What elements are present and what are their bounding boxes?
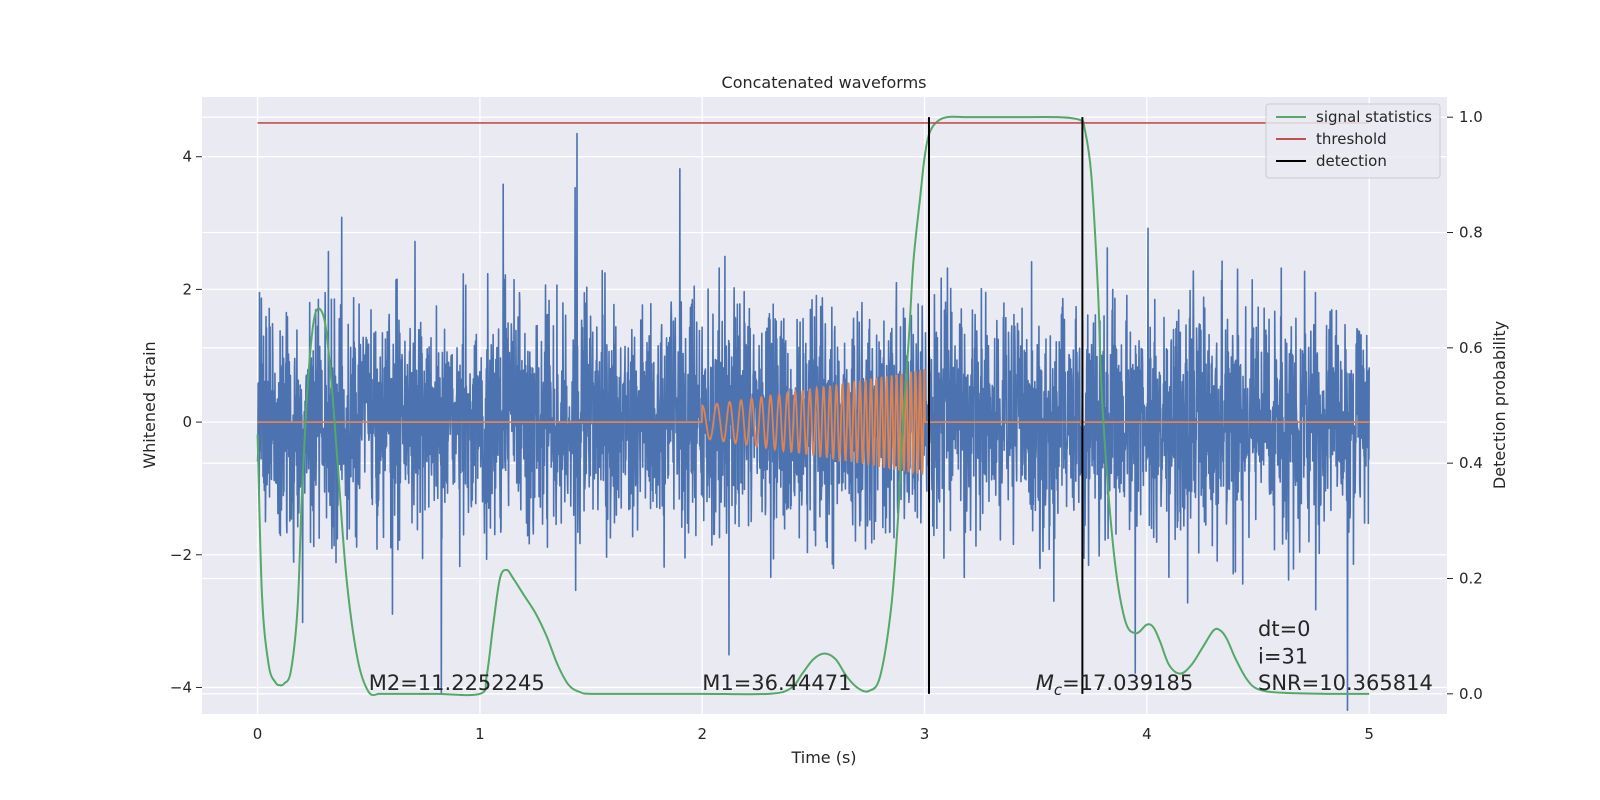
strain-line — [256, 132, 1370, 712]
chirp-line — [257, 368, 1370, 476]
y2-tick-label: 0.2 — [1459, 569, 1483, 587]
series-injected-chirp — [257, 368, 1370, 476]
legend-box — [1265, 103, 1441, 179]
y2-tick-label: 1.0 — [1459, 108, 1483, 126]
y-axis-label: Whitened strain — [140, 341, 159, 468]
y2-axis-ticks: 0.0 0.2 0.4 0.6 0.8 1.0 — [1447, 108, 1483, 703]
annotations: M2=11.2252245 M1=36.44471 Mc=17.039185 dt=0… — [369, 617, 1433, 699]
legend-label: signal statistics — [1316, 108, 1432, 126]
y-tick-label: −4 — [170, 678, 192, 696]
legend: signal statistics threshold detection — [1265, 103, 1441, 179]
y2-axis-label: Detection probability — [1490, 321, 1509, 489]
annotation-text: Mc=17.039185 — [1036, 671, 1194, 699]
y2-tick-label: 0.6 — [1459, 339, 1483, 357]
annotation-text: SNR=10.365814 — [1258, 671, 1433, 695]
annotation-text: M2=11.2252245 — [369, 671, 545, 695]
y-axis-ticks: −4 −2 0 2 4 — [170, 148, 202, 696]
chart-title: Concatenated waveforms — [722, 73, 927, 92]
x-tick-label: 2 — [697, 725, 707, 743]
x-axis-label: Time (s) — [790, 748, 856, 767]
annotation-text: dt=0 — [1258, 617, 1311, 641]
y-tick-label: 0 — [182, 413, 192, 431]
series-signal-statistics — [256, 115, 1370, 697]
series-detection — [927, 117, 1084, 694]
series-whitened-strain — [256, 132, 1370, 712]
x-tick-label: 5 — [1364, 725, 1374, 743]
y-tick-label: 4 — [182, 148, 192, 166]
annotation-text: i=31 — [1258, 644, 1308, 668]
x-tick-label: 3 — [920, 725, 930, 743]
y2-tick-label: 0.4 — [1459, 454, 1483, 472]
x-axis-ticks: 0 1 2 3 4 5 — [253, 725, 1374, 743]
y2-tick-label: 0.0 — [1459, 685, 1483, 703]
y-tick-label: 2 — [182, 280, 192, 298]
annotation-text: M1=36.44471 — [702, 671, 851, 695]
y-tick-label: −2 — [170, 546, 192, 564]
y2-tick-label: 0.8 — [1459, 224, 1483, 242]
x-tick-label: 1 — [475, 725, 485, 743]
legend-label: detection — [1316, 152, 1387, 170]
x-tick-label: 0 — [253, 725, 263, 743]
legend-label: threshold — [1316, 130, 1387, 148]
x-tick-label: 4 — [1142, 725, 1152, 743]
signal-statistics-line — [256, 115, 1370, 697]
